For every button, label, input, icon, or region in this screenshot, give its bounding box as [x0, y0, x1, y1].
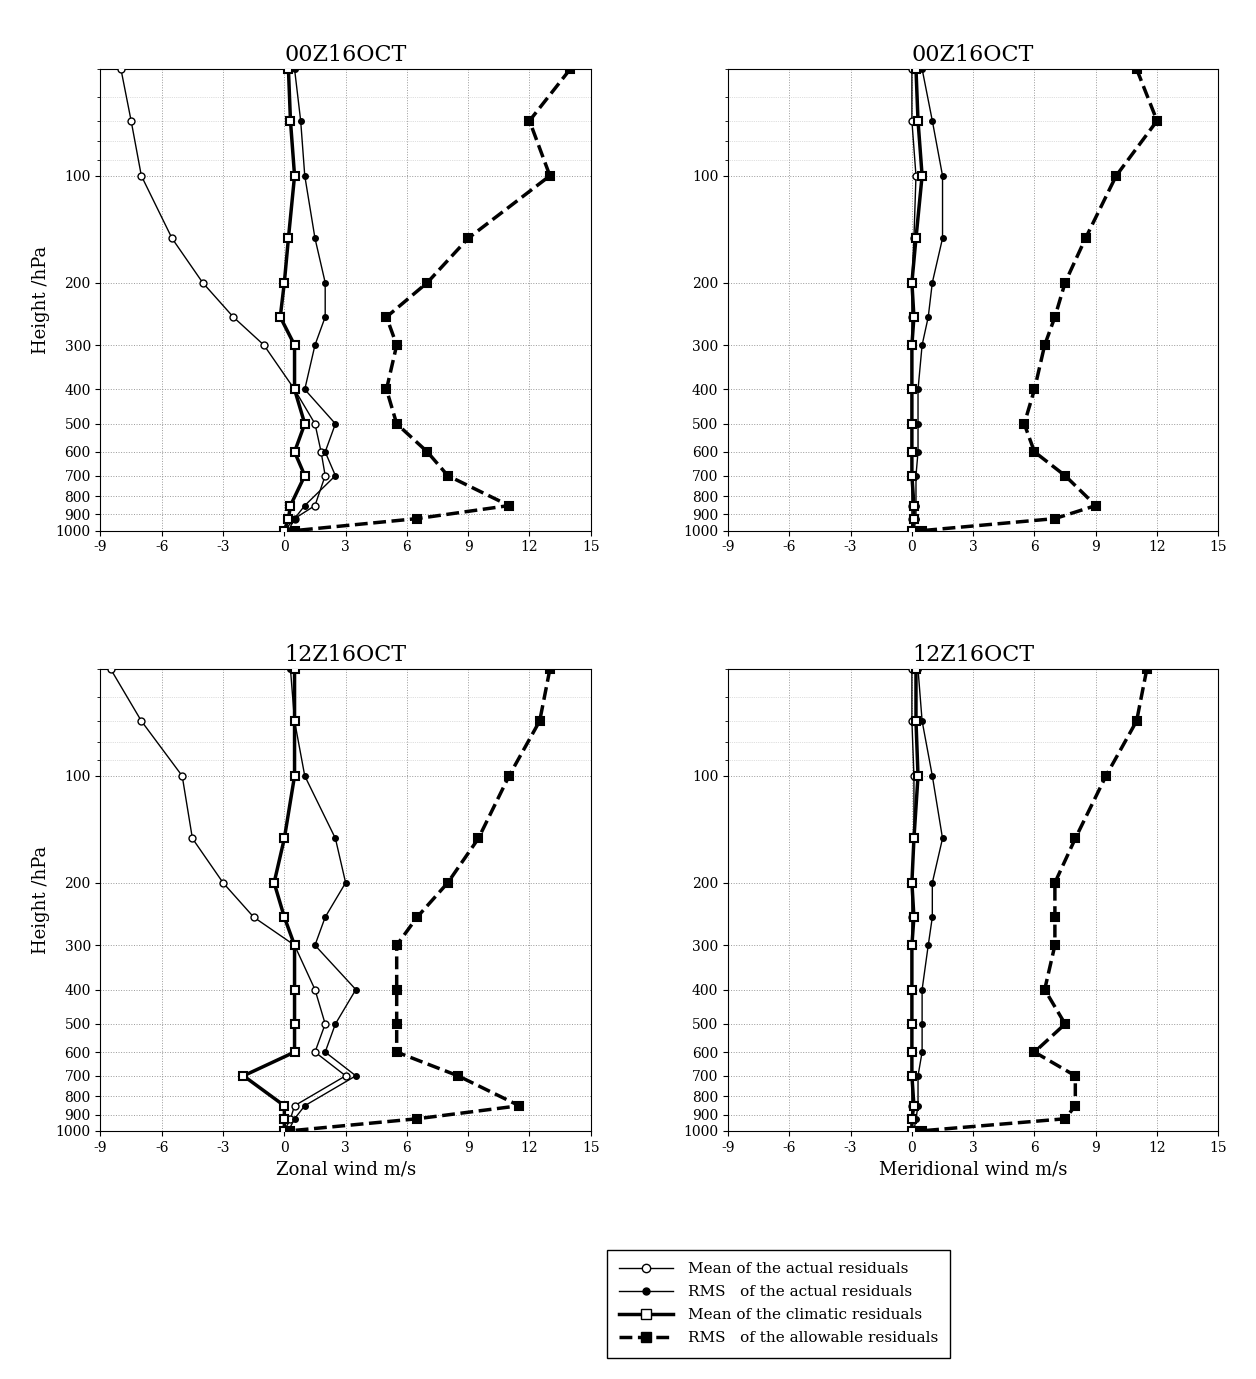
Legend: Mean of the actual residuals, RMS   of the actual residuals, Mean of the climati: Mean of the actual residuals, RMS of the… [607, 1249, 951, 1357]
Title: 00Z16OCT: 00Z16OCT [912, 44, 1035, 66]
X-axis label: Meridional wind m/s: Meridional wind m/s [879, 1160, 1068, 1178]
X-axis label: Zonal wind m/s: Zonal wind m/s [275, 1160, 416, 1178]
Title: 12Z16OCT: 12Z16OCT [285, 644, 407, 666]
Title: 12Z16OCT: 12Z16OCT [912, 644, 1034, 666]
Title: 00Z16OCT: 00Z16OCT [284, 44, 407, 66]
Y-axis label: Height /hPa: Height /hPa [33, 245, 50, 354]
Y-axis label: Height /hPa: Height /hPa [33, 845, 50, 954]
